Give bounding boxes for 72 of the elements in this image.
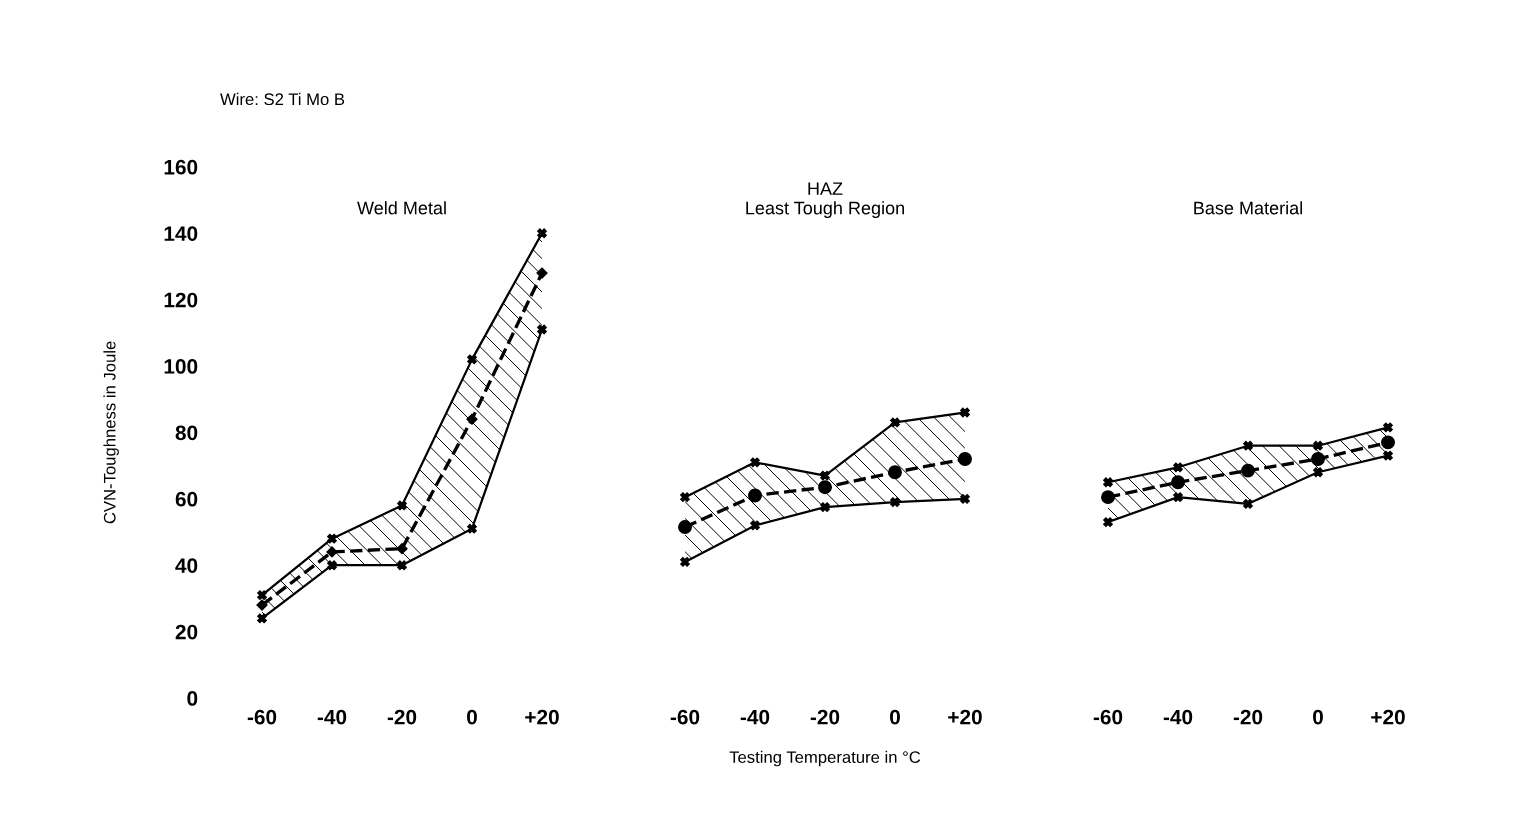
x-tick-label: +20 xyxy=(1371,709,1405,725)
point xyxy=(1313,467,1323,478)
x-tick-label: +20 xyxy=(948,709,982,725)
point xyxy=(680,492,690,503)
point xyxy=(960,407,970,418)
point xyxy=(1311,452,1325,466)
y-tick-label: 60 xyxy=(175,491,198,507)
point xyxy=(537,324,547,335)
text: Wire: S2 Ti Mo B xyxy=(220,92,345,106)
x-tick-label: 0 xyxy=(890,709,900,725)
point xyxy=(890,417,900,428)
y-tick-label: 80 xyxy=(175,425,198,441)
y-tick-label: 0 xyxy=(187,691,198,706)
y-tick-label: 160 xyxy=(164,159,198,175)
x-tick-label: -60 xyxy=(1093,709,1123,725)
point xyxy=(1101,490,1115,505)
y-tick-label: 40 xyxy=(175,558,198,573)
x-tick-label: -40 xyxy=(317,709,347,725)
point xyxy=(1243,440,1253,451)
x-tick-label: -20 xyxy=(810,709,840,725)
x-tick-label: -40 xyxy=(740,709,770,725)
text: Base Material xyxy=(1194,201,1302,215)
point xyxy=(1173,462,1183,473)
point xyxy=(397,500,407,511)
point xyxy=(888,465,902,480)
point xyxy=(466,413,478,425)
x-tick-label: -20 xyxy=(1233,709,1263,725)
point xyxy=(678,520,692,534)
point xyxy=(748,488,762,503)
text: Weld Metal xyxy=(357,201,446,215)
point xyxy=(327,533,337,544)
y-axis-title: CVN-Toughness in Joule xyxy=(103,341,119,524)
point xyxy=(960,493,970,504)
y-tick-label: 140 xyxy=(164,226,198,241)
point xyxy=(680,557,690,567)
x-tick-label: 0 xyxy=(1313,709,1323,725)
point xyxy=(397,560,407,571)
point xyxy=(818,480,832,495)
point xyxy=(1103,517,1113,527)
point xyxy=(1381,435,1395,450)
point xyxy=(257,590,267,600)
point xyxy=(1383,422,1393,433)
point xyxy=(1171,475,1185,490)
point xyxy=(750,520,760,531)
point xyxy=(467,523,477,534)
point xyxy=(820,470,830,481)
x-tick-label: -40 xyxy=(1163,709,1193,725)
point xyxy=(396,543,408,555)
point xyxy=(1241,463,1255,478)
point xyxy=(1313,440,1323,451)
x-tick-label: -60 xyxy=(670,709,700,725)
point xyxy=(327,560,337,571)
point xyxy=(1243,498,1253,509)
x-tick-label: -20 xyxy=(387,709,417,725)
x-tick-label: -60 xyxy=(247,709,277,725)
y-tick-label: 120 xyxy=(164,292,198,308)
y-tick-label: 100 xyxy=(164,359,198,374)
point xyxy=(467,354,477,365)
point xyxy=(958,452,972,466)
point xyxy=(1103,477,1113,488)
point xyxy=(820,502,830,512)
point xyxy=(750,457,760,468)
x-tick-label: +20 xyxy=(525,709,559,725)
point xyxy=(537,228,547,239)
x-axis-title: Testing Temperature in °C xyxy=(729,750,921,767)
y-tick-label: 20 xyxy=(175,624,198,640)
point xyxy=(890,497,900,508)
text: HAZ Least Tough Region xyxy=(746,182,904,219)
point xyxy=(1383,450,1393,461)
point xyxy=(1173,492,1183,503)
point xyxy=(257,613,267,624)
x-tick-label: 0 xyxy=(467,709,477,725)
